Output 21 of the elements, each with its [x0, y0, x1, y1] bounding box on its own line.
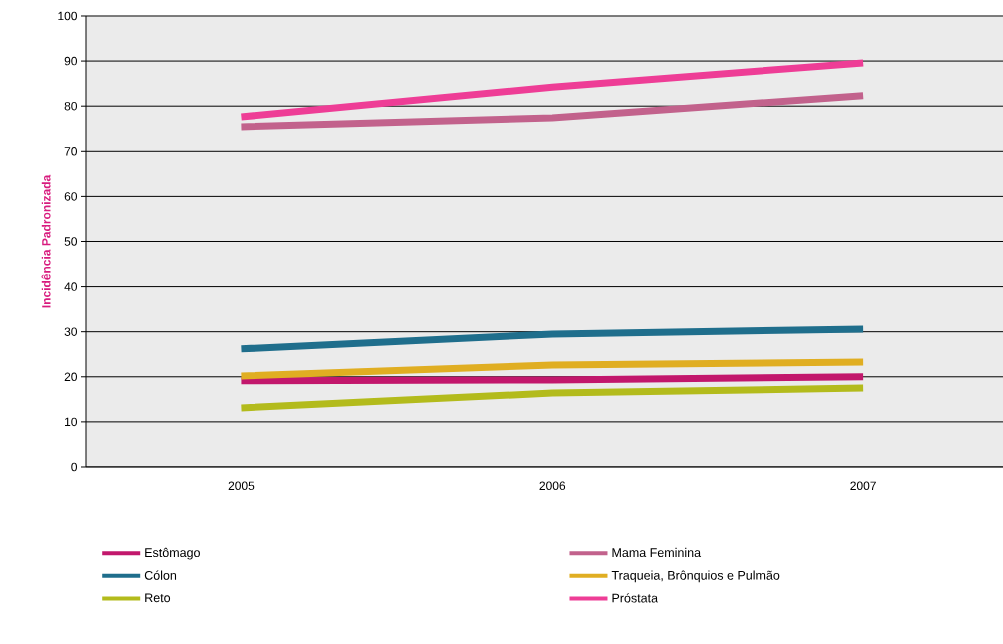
- y-tick-label: 80: [64, 101, 78, 111]
- y-tick-label: 60: [64, 192, 78, 201]
- y-tick-label: 40: [64, 282, 78, 291]
- legend-label: Estômago: [145, 547, 200, 560]
- legend-label: Cólon: [144, 570, 177, 580]
- legend-label: Mama Feminina: [612, 547, 702, 558]
- y-tick-label: 100: [58, 11, 78, 21]
- y-axis-title: Incidência Padronizada: [41, 174, 51, 308]
- y-tick-label: 0: [71, 462, 78, 472]
- y-tick-label: 10: [65, 417, 78, 427]
- x-tick-label: 2006: [539, 481, 566, 491]
- y-tick-label: 50: [64, 237, 78, 246]
- legend-label: Reto: [145, 593, 171, 603]
- y-tick-label: 90: [64, 56, 78, 66]
- x-tick-label: 2005: [228, 481, 255, 491]
- x-tick-label: 2007: [850, 481, 876, 491]
- y-tick-label: 30: [64, 327, 78, 336]
- y-tick-label: 20: [64, 372, 78, 382]
- legend-label: Traqueia, Brônquios e Pulmão: [611, 570, 780, 583]
- legend-label: Próstata: [612, 593, 659, 603]
- y-tick-label: 70: [64, 147, 78, 156]
